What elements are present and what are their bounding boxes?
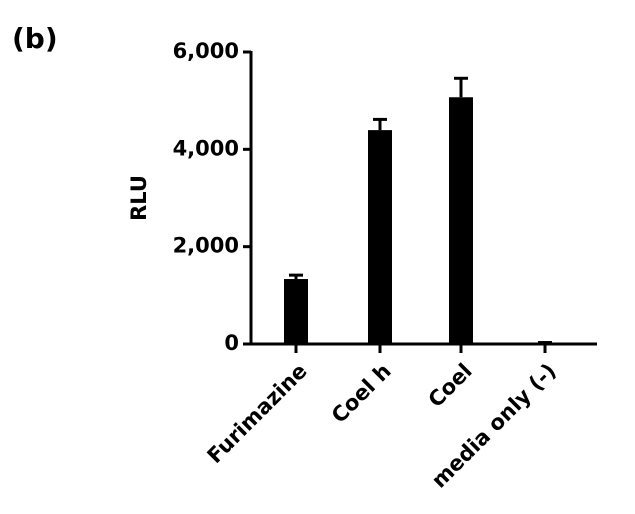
bar xyxy=(284,279,308,344)
bar xyxy=(533,343,557,344)
y-tick-label: 6,000 xyxy=(173,39,239,63)
panel-label: (b) xyxy=(12,22,58,55)
x-tick-label: Coel h xyxy=(327,359,396,428)
bar xyxy=(368,130,392,344)
bar xyxy=(449,97,473,344)
x-tick-label: Coel xyxy=(424,359,477,412)
y-tick-label: 2,000 xyxy=(173,234,239,258)
y-tick-label: 0 xyxy=(224,331,239,355)
x-tick-label: Furimazine xyxy=(203,359,312,468)
y-axis-label: RLU xyxy=(127,175,151,221)
y-tick-label: 4,000 xyxy=(173,136,239,160)
